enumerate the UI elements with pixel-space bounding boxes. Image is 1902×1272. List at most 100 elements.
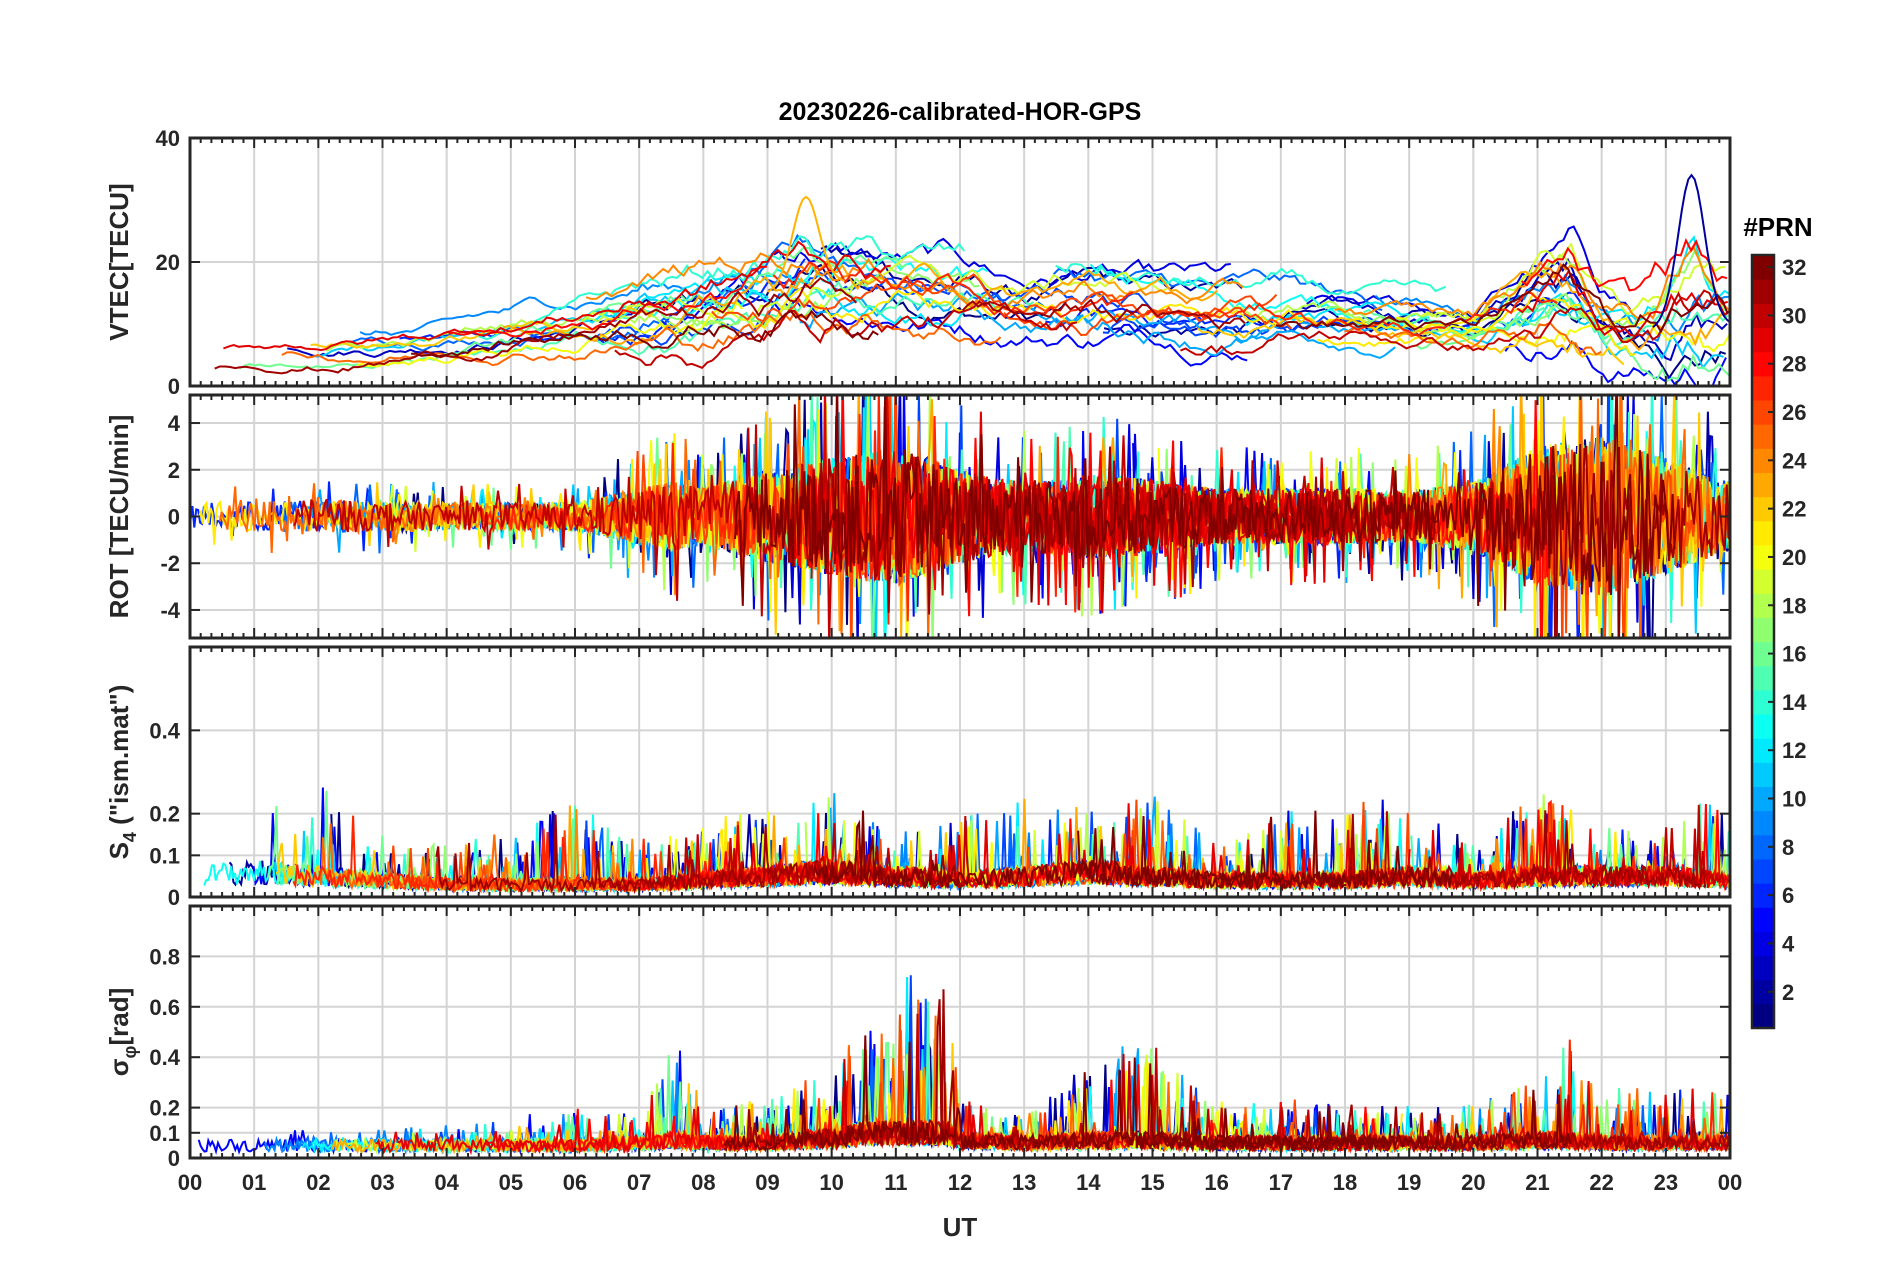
series-line-prn-11 xyxy=(316,279,769,358)
x-tick-label: 07 xyxy=(627,1170,651,1195)
series-line-prn-14 xyxy=(476,235,966,341)
colorbar-segment xyxy=(1752,569,1774,594)
colorbar-segment xyxy=(1752,955,1774,981)
y-tick-label: 0 xyxy=(168,505,180,530)
series-line-prn-29 xyxy=(223,240,891,352)
x-tick-label: 03 xyxy=(370,1170,394,1195)
colorbar-segment xyxy=(1752,617,1774,643)
colorbar-segment xyxy=(1752,255,1774,280)
y-tick-label: 0.1 xyxy=(149,843,180,868)
y-tick-label: 0.2 xyxy=(149,802,180,827)
colorbar-tick-label: 10 xyxy=(1782,787,1806,812)
x-axis: 00 01 02 03 04 05 06 07 08 09 10 11 12 13 14 15 16 17 18 19… xyxy=(178,1170,1742,1195)
y-axis-label-s4: S4 ("ism.mat") xyxy=(104,685,140,860)
x-tick-label: 18 xyxy=(1333,1170,1357,1195)
colorbar-title: #PRN xyxy=(1743,212,1812,242)
colorbar-tick-label: 28 xyxy=(1782,352,1806,377)
series-line-prn-13 xyxy=(601,256,989,320)
y-tick-label: -2 xyxy=(160,551,180,576)
colorbar-tick-label: 22 xyxy=(1782,497,1806,522)
x-tick-label: 09 xyxy=(755,1170,779,1195)
x-tick-label: 04 xyxy=(434,1170,459,1195)
x-tick-label: 08 xyxy=(691,1170,715,1195)
x-tick-label: 12 xyxy=(948,1170,972,1195)
colorbar-tick-label: 14 xyxy=(1782,690,1807,715)
y-tick-label: 0 xyxy=(168,374,180,399)
x-tick-label: 10 xyxy=(819,1170,843,1195)
series-line-prn-5 xyxy=(1504,339,1727,386)
series-group xyxy=(214,173,1730,386)
series-line-prn-21 xyxy=(1317,291,1636,356)
series-line-prn-27 xyxy=(772,260,1134,319)
peak-line xyxy=(1652,173,1730,329)
x-tick-label: 05 xyxy=(499,1170,523,1195)
colorbar-segment xyxy=(1752,327,1774,353)
series-line-prn-24 xyxy=(1334,245,1730,321)
colorbar-segment xyxy=(1752,883,1774,908)
x-tick-label: 02 xyxy=(306,1170,330,1195)
series-line-prn-32 xyxy=(411,309,879,358)
colorbar-segment xyxy=(1752,593,1774,618)
series-line-prn-32 xyxy=(813,810,1347,892)
colorbar-tick-label: 30 xyxy=(1782,303,1806,328)
colorbar-segment xyxy=(1752,520,1774,546)
series-line-prn-16 xyxy=(1415,302,1730,383)
x-tick-label: 06 xyxy=(563,1170,587,1195)
series-group xyxy=(190,395,1730,638)
series-line-prn-30 xyxy=(1305,804,1725,892)
colorbar-segment xyxy=(1752,762,1774,788)
colorbar-segment xyxy=(1752,544,1774,570)
colorbar-tick-label: 32 xyxy=(1782,255,1806,280)
colorbar-tick-label: 6 xyxy=(1782,883,1794,908)
series-line-prn-15 xyxy=(1363,297,1729,347)
series-line-prn-30 xyxy=(293,424,838,638)
colorbar-segment xyxy=(1752,689,1774,715)
y-tick-label: -4 xyxy=(160,598,180,623)
series-line-prn-21 xyxy=(748,286,1490,331)
colorbar-segment xyxy=(1752,279,1774,304)
colorbar-tick-label: 16 xyxy=(1782,642,1806,667)
colorbar-tick-label: 18 xyxy=(1782,593,1806,618)
colorbar-segment xyxy=(1752,810,1774,836)
x-tick-label: 22 xyxy=(1589,1170,1613,1195)
colorbar-segment xyxy=(1752,858,1774,884)
colorbar-segment xyxy=(1752,931,1774,957)
series-line-prn-31 xyxy=(961,298,1246,330)
x-axis-label: UT xyxy=(943,1212,978,1242)
colorbar-tick-label: 24 xyxy=(1782,448,1807,473)
panel-rot: -4 -2 0 2 4 ROT [TECU/min] xyxy=(104,393,1732,640)
colorbar-tick-label: 12 xyxy=(1782,738,1806,763)
y-tick-label: 40 xyxy=(156,126,180,151)
series-line-prn-10 xyxy=(1030,306,1396,359)
colorbar-tick-label: 2 xyxy=(1782,980,1794,1005)
colorbar-tick-label: 4 xyxy=(1782,931,1795,956)
series-line-prn-29 xyxy=(1516,269,1729,338)
panel-s4: 0 0.1 0.2 0.4 S4 ("ism.mat") xyxy=(104,645,1732,910)
panel-vtec: 0 20 40 VTEC[TECU] xyxy=(104,126,1732,399)
x-tick-label: 00 xyxy=(1718,1170,1742,1195)
series-line-prn-31 xyxy=(214,276,858,375)
x-tick-label: 00 xyxy=(178,1170,202,1195)
series-line-prn-30 xyxy=(614,300,1078,369)
x-tick-label: 21 xyxy=(1525,1170,1549,1195)
x-tick-label: 20 xyxy=(1461,1170,1485,1195)
y-tick-label: 2 xyxy=(168,458,180,483)
series-line-prn-25 xyxy=(1344,321,1602,356)
x-tick-label: 15 xyxy=(1140,1170,1164,1195)
series-line-prn-4 xyxy=(1306,225,1631,319)
colorbar-segment xyxy=(1752,665,1774,691)
series-line-prn-31 xyxy=(1332,810,1707,891)
series-line-prn-25 xyxy=(281,309,1002,367)
y-tick-label: 0.1 xyxy=(149,1121,180,1146)
colorbar-segment xyxy=(1752,979,1774,1005)
colorbar-tick-label: 8 xyxy=(1782,835,1794,860)
y-tick-label: 0.8 xyxy=(149,944,180,969)
series-line-prn-30 xyxy=(1180,289,1730,356)
series-line-prn-27 xyxy=(1145,291,1558,337)
series-line-prn-2 xyxy=(820,245,1243,305)
colorbar-frame xyxy=(1750,253,1776,1030)
colorbar-tick-label: 20 xyxy=(1782,545,1806,570)
y-tick-label: 0 xyxy=(168,885,180,910)
